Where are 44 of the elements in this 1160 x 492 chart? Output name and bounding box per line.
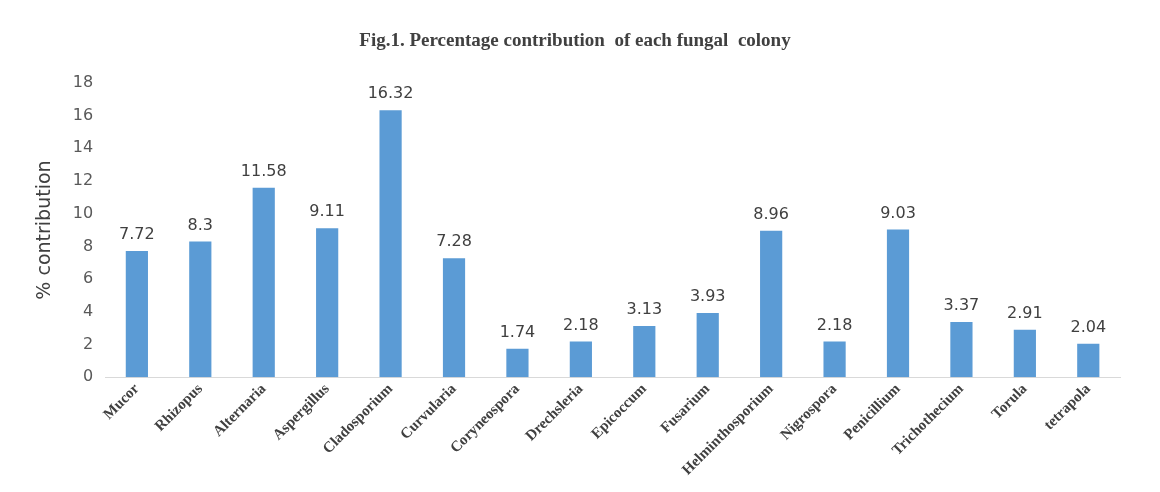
data-label: 9.03 <box>880 202 916 222</box>
data-label: 7.72 <box>119 224 155 244</box>
bar <box>760 230 783 378</box>
bar <box>1077 343 1100 378</box>
y-axis-title: % contribution <box>32 160 55 300</box>
data-label: 3.37 <box>943 295 980 315</box>
data-label: 7.28 <box>436 231 472 251</box>
bar <box>950 322 973 378</box>
data-label: 8.3 <box>187 214 214 234</box>
bar <box>886 229 910 378</box>
data-label: 9.11 <box>309 201 345 221</box>
y-tick-label: 12 <box>72 170 94 190</box>
data-label: 2.18 <box>563 314 599 334</box>
data-label: 11.58 <box>240 160 287 180</box>
y-tick-label: 2 <box>82 333 94 353</box>
y-tick-label: 16 <box>72 104 94 124</box>
y-tick-label: 4 <box>82 300 94 320</box>
y-tick-label: 14 <box>72 137 94 157</box>
data-label: 3.13 <box>626 299 663 319</box>
y-tick-label: 18 <box>72 71 94 91</box>
y-tick-label: 10 <box>72 202 94 222</box>
data-label: 2.18 <box>816 314 853 334</box>
data-label: 3.93 <box>689 286 726 306</box>
y-tick-label: 0 <box>82 366 94 386</box>
chart-title: Fig.1. Percentage contribution of each fungal colony <box>359 29 792 51</box>
bar <box>125 250 148 378</box>
data-label: 2.04 <box>1070 317 1107 337</box>
bar <box>1013 329 1036 378</box>
y-tick-label: 6 <box>82 268 94 288</box>
bar <box>823 341 846 378</box>
bar <box>379 110 402 378</box>
data-label: 1.74 <box>499 321 536 341</box>
data-label: 8.96 <box>753 203 789 223</box>
bar <box>316 228 339 378</box>
bar <box>506 348 529 378</box>
y-tick-label: 8 <box>82 235 94 255</box>
data-label: 16.32 <box>367 83 414 103</box>
bar <box>569 341 592 378</box>
bar <box>633 326 656 378</box>
data-label: 2.91 <box>1007 302 1043 322</box>
bar <box>252 187 275 378</box>
bar <box>696 312 719 378</box>
bar <box>442 258 466 378</box>
bar <box>189 241 212 378</box>
